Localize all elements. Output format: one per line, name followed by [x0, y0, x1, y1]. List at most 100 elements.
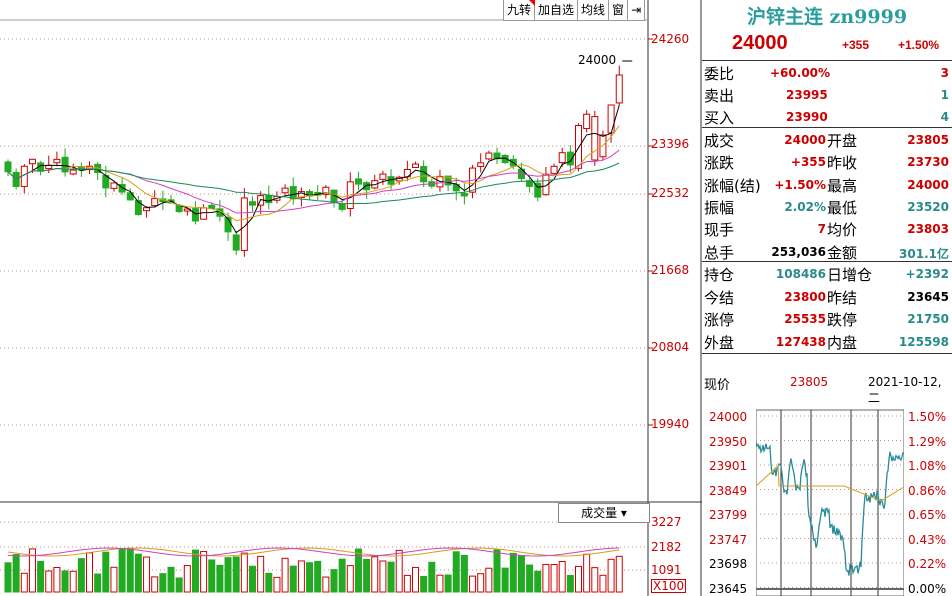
volume-bar: [12, 554, 20, 593]
volume-bar: [460, 554, 468, 593]
quote-volume: 1: [940, 88, 949, 102]
volume-bar: [550, 563, 558, 593]
volume-bar: [322, 576, 330, 593]
price-axis-label: 24260: [651, 32, 690, 46]
volume-axis-label: 2182: [651, 540, 682, 554]
candle-body: [534, 182, 542, 198]
cursor-price-value: 23805: [790, 375, 829, 389]
volume-bar: [281, 557, 289, 593]
quote-key: 昨收: [827, 154, 858, 173]
volume-bar: [86, 552, 93, 593]
volume-bar: [175, 577, 183, 593]
quote-row: 总手 253,036 金额 301.1亿: [702, 240, 952, 262]
volume-bar: [110, 566, 118, 593]
candle-body: [566, 151, 574, 166]
volume-bar: [558, 561, 566, 593]
quote-key: 买入: [704, 109, 735, 127]
candle-body: [200, 207, 208, 220]
candle-body: [53, 158, 61, 164]
candle-body: [151, 198, 159, 207]
volume-bar: [314, 560, 322, 593]
dropdown-arrow-icon: ▾: [620, 506, 627, 520]
candle-body: [501, 154, 509, 164]
quote-value: 21750: [907, 312, 949, 326]
toolbar-jiuzhuan-button[interactable]: 九转: [504, 0, 536, 20]
intraday-pct-label: 0.22%: [908, 557, 947, 571]
candle-body: [4, 161, 12, 173]
volume-bar: [444, 574, 452, 593]
toolbar-ma-button[interactable]: 均线: [578, 0, 610, 20]
quote-row: 涨停 25535 跌停 21750: [702, 307, 952, 329]
volume-bar: [412, 566, 419, 593]
volume-indicator-select[interactable]: 成交量 ▾: [558, 503, 650, 523]
quote-row: 今结 23800 昨结 23645: [702, 285, 952, 307]
volume-bar: [20, 572, 28, 593]
quote-key: 金额: [827, 243, 858, 262]
chart-toolbar: 九转 加自选 均线 窗 ⇥: [503, 0, 646, 21]
volume-bar: [102, 551, 110, 593]
volume-bar: [583, 553, 591, 593]
quote-value: 2.02%: [784, 199, 826, 214]
volume-bar: [126, 547, 134, 593]
quote-value: +1.50%: [774, 177, 826, 192]
candle-body: [143, 207, 151, 212]
intraday-pct-label: 0.86%: [908, 483, 947, 498]
divider: [702, 127, 952, 128]
candle-body: [460, 193, 468, 197]
volume-bar: [420, 575, 428, 593]
volume-unit-label: X100: [651, 579, 687, 593]
quote-row: 振幅 2.02% 最低 23520: [702, 195, 952, 217]
divider: [702, 60, 952, 61]
toolbar-label: 加自选: [538, 3, 575, 17]
quote-value: 23645: [907, 289, 949, 304]
candle-body: [28, 158, 36, 165]
quote-key: 今结: [704, 288, 735, 307]
intraday-price-label: 23901: [709, 459, 748, 473]
quote-volume: 3: [940, 66, 949, 80]
intraday-price-label: 23698: [709, 557, 748, 571]
price-axis-label: 22532: [651, 186, 690, 200]
quote-key: 现手: [704, 221, 735, 240]
volume-bar: [485, 567, 493, 593]
candle-body: [363, 182, 371, 191]
candle-body: [249, 201, 256, 206]
quote-row: 外盘 127438 内盘 125598: [702, 330, 952, 352]
quote-value: 301.1亿: [899, 246, 949, 261]
volume-bar: [354, 548, 362, 593]
quote-row: 成交 24000 开盘 23805: [702, 128, 952, 150]
quote-value: +2392: [905, 267, 949, 281]
quote-value: 253,036: [771, 244, 826, 259]
volume-bar: [509, 552, 517, 593]
volume-bar: [330, 569, 338, 593]
quote-row: 持仓 108486 日增仓 +2392: [702, 262, 952, 284]
volume-ma-line: [7, 547, 620, 557]
candle-body: [297, 191, 305, 199]
quote-key: 涨停: [704, 311, 735, 329]
volume-bar: [4, 562, 12, 593]
candle-body: [583, 113, 591, 129]
volume-bar: [69, 570, 77, 593]
candle-body: [232, 234, 240, 251]
volume-bar: [591, 567, 599, 593]
kline-chart-canvas[interactable]: [0, 0, 702, 596]
volume-bar: [501, 567, 509, 593]
quote-value: 25535: [784, 312, 826, 326]
price-axis-label: 20804: [651, 340, 690, 354]
volume-bar: [338, 558, 346, 593]
toolbar-expand-icon[interactable]: ⇥: [628, 0, 646, 20]
toolbar-add-watchlist-button[interactable]: 加自选: [535, 0, 579, 20]
quote-key: 持仓: [704, 266, 735, 284]
candle-body: [542, 173, 550, 196]
quote-value: 108486: [775, 267, 826, 281]
toolbar-window-button[interactable]: 窗: [609, 0, 629, 20]
intraday-price-line: [756, 441, 904, 576]
toolbar-label: 均线: [581, 3, 606, 17]
intraday-chart[interactable]: [756, 406, 904, 596]
volume-bar: [53, 566, 61, 593]
candle-body: [591, 116, 599, 161]
volume-bar: [265, 572, 273, 593]
volume-bar: [363, 558, 371, 593]
quote-key: 最高: [827, 176, 858, 195]
candle-body: [338, 203, 346, 210]
volume-bar: [534, 570, 542, 593]
